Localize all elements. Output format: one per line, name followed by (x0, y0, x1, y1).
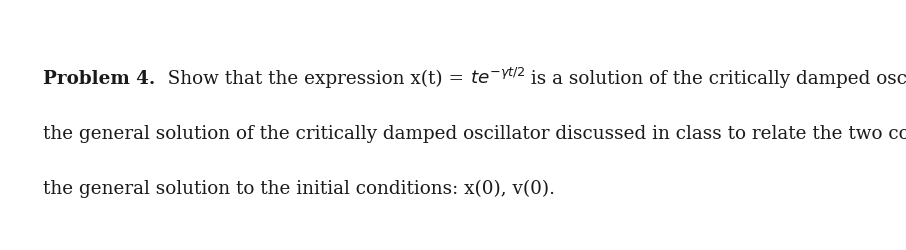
Text: $te^{-\gamma t/2}$: $te^{-\gamma t/2}$ (469, 68, 525, 88)
Text: Problem 4.: Problem 4. (43, 70, 156, 88)
Text: Show that the expression x(t) =: Show that the expression x(t) = (156, 70, 469, 88)
Text: is a solution of the critically damped oscillator. Use: is a solution of the critically damped o… (525, 70, 906, 88)
Text: the general solution to the initial conditions: x(0), v(0).: the general solution to the initial cond… (43, 180, 555, 198)
Text: the general solution of the critically damped oscillator discussed in class to r: the general solution of the critically d… (43, 125, 906, 143)
